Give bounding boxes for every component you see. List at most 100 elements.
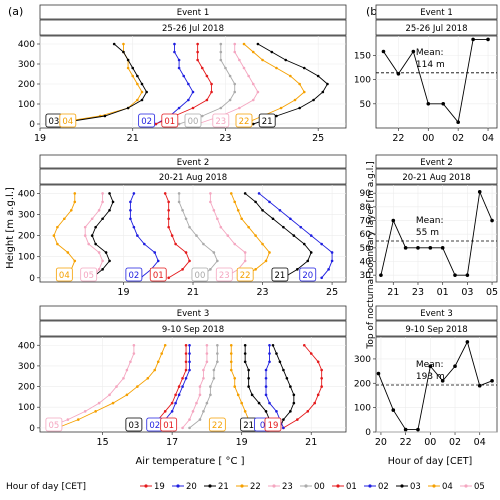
nbl-point — [416, 427, 420, 432]
data-point — [129, 209, 132, 212]
data-point — [264, 259, 268, 263]
data-point — [313, 401, 317, 405]
data-point — [275, 66, 278, 70]
strip-subtitle-box — [39, 168, 347, 185]
data-point — [184, 360, 188, 364]
data-point — [153, 251, 157, 254]
data-point — [111, 401, 115, 405]
legend-title: Hour of day [CET] — [6, 482, 86, 492]
data-point — [115, 385, 118, 388]
legend-swatch-point — [176, 484, 180, 488]
x-tick-label: 19 — [236, 437, 248, 448]
data-point — [247, 368, 250, 372]
data-point — [174, 242, 177, 246]
data-point — [97, 209, 101, 212]
data-point — [160, 352, 164, 355]
mean-label: Mean: — [416, 360, 444, 370]
data-point — [233, 242, 237, 246]
data-point — [177, 122, 181, 126]
data-point — [188, 343, 191, 347]
data-point — [282, 225, 285, 229]
data-point — [156, 360, 160, 364]
strip-subtitle-box — [39, 19, 347, 36]
data-point — [264, 368, 268, 372]
data-point — [163, 343, 167, 347]
data-point — [278, 360, 282, 364]
x-tick-label: 03 — [461, 287, 473, 298]
data-point — [181, 385, 184, 388]
strip-subtitle: 9-10 Sep 2018 — [405, 325, 467, 335]
data-point — [320, 377, 323, 380]
data-point — [268, 200, 271, 204]
legend-swatch-point — [240, 484, 244, 488]
data-point — [309, 251, 313, 254]
legend-item-label: 23 — [282, 482, 293, 492]
data-point — [210, 90, 213, 94]
series-end-label-box — [184, 113, 202, 128]
x-tick-label: 21 — [187, 287, 199, 298]
data-point — [216, 343, 219, 347]
data-point — [219, 42, 223, 46]
series-end-label: 22 — [239, 117, 250, 127]
y-tick-label: 0 — [365, 428, 371, 438]
legend-swatch-point — [272, 484, 276, 488]
data-point — [97, 251, 101, 254]
strip-title-box — [39, 154, 347, 169]
data-point — [90, 217, 94, 221]
series-end-label: 22 — [212, 421, 223, 431]
data-point — [132, 352, 136, 355]
data-point — [136, 98, 139, 102]
data-point — [170, 401, 174, 405]
series-end-label: 01 — [153, 271, 164, 281]
data-point — [108, 259, 111, 263]
data-point — [181, 268, 184, 271]
nbl-line — [378, 340, 493, 431]
data-point — [327, 268, 330, 271]
data-point — [243, 251, 247, 254]
x-tick-label: 23 — [256, 287, 268, 298]
data-point — [126, 58, 130, 62]
data-point — [83, 410, 87, 413]
data-point — [202, 377, 205, 380]
data-point — [177, 106, 181, 110]
data-point — [173, 42, 176, 46]
data-point — [233, 200, 237, 204]
data-point — [125, 368, 129, 372]
data-point — [233, 50, 237, 54]
data-point — [282, 368, 285, 372]
series-end-label: 21 — [262, 117, 273, 127]
y-tick-label: 300 — [18, 211, 35, 221]
data-point — [101, 192, 104, 195]
data-point — [167, 209, 170, 212]
y-tick-label: 200 — [18, 383, 35, 393]
y-tick-label: 30 — [360, 271, 372, 281]
data-point — [254, 200, 257, 204]
series-end-label-box — [160, 417, 178, 432]
data-point — [302, 242, 306, 246]
data-point — [140, 98, 144, 102]
data-point — [136, 74, 139, 78]
data-point — [153, 368, 157, 372]
data-point — [101, 259, 104, 263]
data-point — [251, 122, 255, 126]
data-point — [306, 259, 310, 263]
data-point — [177, 58, 181, 62]
series-end-label-box — [208, 417, 226, 432]
data-point — [298, 82, 301, 86]
nbl-point — [490, 218, 494, 223]
data-point — [219, 106, 223, 110]
data-point — [103, 114, 107, 118]
data-point — [312, 98, 315, 102]
data-point — [56, 225, 59, 229]
data-point — [309, 352, 313, 355]
data-point — [226, 234, 230, 237]
data-point — [173, 50, 176, 54]
y-tick-label: 0 — [29, 424, 35, 434]
series-end-label: 22 — [240, 271, 251, 281]
nbl-line — [380, 190, 493, 276]
data-point — [247, 225, 250, 229]
series-end-label-box — [161, 113, 179, 128]
series-end-label: 20 — [302, 271, 313, 281]
series-end-label-box — [80, 267, 98, 282]
data-point — [140, 90, 144, 94]
